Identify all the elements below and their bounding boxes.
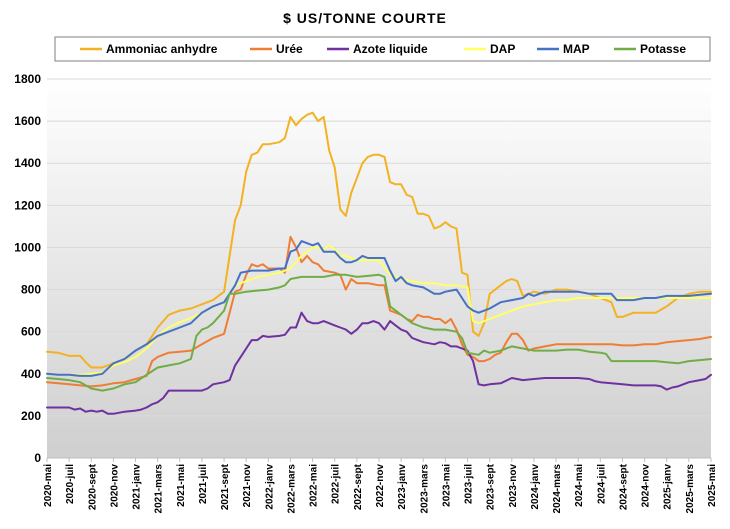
legend: Ammoniac anhydre Urée Azote liquide DAP MAP P… bbox=[54, 36, 711, 62]
chart-title: $ US/TONNE COURTE bbox=[283, 10, 447, 26]
y-tick-labels: 0 200 400 600 800 1000 1200 1400 1600 1800 bbox=[14, 72, 41, 465]
x-tick-label: 2022-juil bbox=[331, 464, 342, 504]
x-tick-label: 2025-mars bbox=[685, 464, 696, 514]
x-tick-label: 2022-mars bbox=[286, 464, 297, 514]
y-tick-label: 200 bbox=[21, 409, 41, 423]
grid-lines bbox=[47, 78, 711, 417]
series-line-potasse bbox=[46, 273, 712, 392]
x-tick-label: 2021-mars bbox=[154, 464, 165, 514]
x-tick-label: 2022-sept bbox=[353, 463, 364, 510]
x-tick-label: 2021-sept bbox=[220, 463, 231, 510]
legend-label: MAP bbox=[563, 42, 590, 56]
series-lines bbox=[46, 111, 712, 415]
axes bbox=[46, 457, 712, 462]
x-tick-label: 2023-juil bbox=[464, 464, 475, 504]
x-tick-label: 2025-janv bbox=[663, 464, 674, 510]
x-tick-label: 2020-mai bbox=[43, 464, 54, 507]
legend-label: Ammoniac anhydre bbox=[106, 42, 218, 56]
x-tick-label: 2024-juil bbox=[596, 464, 607, 504]
x-tick-label: 2023-mai bbox=[441, 464, 452, 507]
legend-label: Urée bbox=[276, 42, 303, 56]
series-line-map bbox=[46, 240, 712, 377]
x-tick-label: 2025-mai bbox=[707, 464, 718, 507]
y-tick-label: 1400 bbox=[14, 156, 41, 170]
series-line-azote-liquide bbox=[46, 311, 712, 415]
x-tick-label: 2024-nov bbox=[641, 464, 652, 508]
x-tick-label: 2022-mai bbox=[309, 464, 320, 507]
y-tick-label: 800 bbox=[21, 283, 41, 297]
y-tick-label: 1600 bbox=[14, 114, 41, 128]
series-line-dap bbox=[46, 244, 712, 376]
x-tick-label: 2023-sept bbox=[486, 463, 497, 510]
x-tick-label: 2020-juil bbox=[65, 464, 76, 504]
y-tick-label: 1800 bbox=[14, 72, 41, 86]
y-tick-label: 600 bbox=[21, 325, 41, 339]
x-tick-labels: 2020-mai 2020-juil 2020-sept 2020-nov 2021-j… bbox=[43, 463, 718, 513]
x-tick-label: 2024-mai bbox=[574, 464, 585, 507]
x-tick-label: 2020-sept bbox=[87, 463, 98, 510]
x-tick-label: 2021-janv bbox=[132, 464, 143, 510]
legend-frame bbox=[54, 36, 711, 62]
x-tick-label: 2024-mars bbox=[552, 464, 563, 514]
x-tick-label: 2023-nov bbox=[508, 464, 519, 508]
x-tick-label: 2021-juil bbox=[198, 464, 209, 504]
series-line-uree bbox=[46, 235, 712, 388]
x-tick-label: 2021-nov bbox=[242, 464, 253, 508]
x-tick-label: 2022-nov bbox=[375, 464, 386, 508]
y-tick-label: 400 bbox=[21, 367, 41, 381]
x-tick-label: 2023-mars bbox=[419, 464, 430, 514]
x-tick-label: 2022-janv bbox=[264, 464, 275, 510]
legend-label: Azote liquide bbox=[353, 42, 428, 56]
y-tick-label: 1000 bbox=[14, 240, 41, 254]
y-tick-label: 0 bbox=[34, 451, 41, 465]
x-tick-label: 2024-sept bbox=[618, 463, 629, 510]
series-line-ammoniac-anhydre bbox=[46, 111, 712, 369]
y-tick-label: 1200 bbox=[14, 198, 41, 212]
legend-label: DAP bbox=[490, 42, 515, 56]
x-tick-label: 2020-nov bbox=[109, 464, 120, 508]
plot-area bbox=[47, 79, 711, 458]
x-tick-label: 2024-janv bbox=[530, 464, 541, 510]
x-tick-label: 2021-mai bbox=[176, 464, 187, 507]
legend-label: Potasse bbox=[640, 42, 686, 56]
x-tick-label: 2023-janv bbox=[397, 464, 408, 510]
